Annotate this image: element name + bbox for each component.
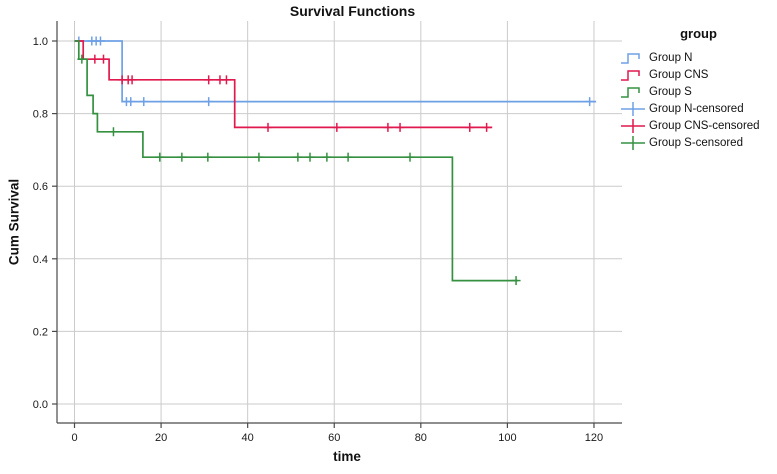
x-tick-label: 20 (155, 432, 167, 444)
legend-item-label: Group CNS (649, 68, 709, 81)
legend-item-label: Group S-censored (649, 136, 743, 149)
y-tick-label: 0.0 (33, 399, 48, 411)
survival-curve-group-s (74, 40, 518, 282)
legend-item-label: Group S (649, 85, 692, 98)
y-tick-label: 0.4 (33, 254, 48, 266)
x-tick-label: 80 (415, 432, 427, 444)
survival-curve-group-cns (74, 40, 493, 129)
legend-item: Group N-censored (620, 100, 777, 117)
x-tick-label: 0 (71, 432, 77, 444)
legend-item-label: Group N-censored (649, 102, 744, 115)
legend-item-label: Group N (649, 51, 693, 64)
legend-items: Group N Group CNS Group S Group N-censored G… (620, 49, 777, 151)
y-tick-label: 1.0 (33, 36, 48, 48)
legend-item: Group N (620, 49, 777, 66)
x-tick-label: 120 (585, 432, 603, 444)
legend-censor-swatch (621, 135, 645, 150)
x-tick-label: 40 (242, 432, 254, 444)
legend-title: group (680, 26, 717, 41)
legend-item: Group S-censored (620, 134, 777, 151)
y-tick-label: 0.6 (33, 181, 48, 193)
legend-line-swatch (621, 86, 640, 98)
legend-item: Group CNS (620, 66, 777, 83)
y-axis-label: Cum Survival (6, 178, 22, 266)
x-axis-label: time (333, 449, 361, 464)
x-tick-label: 60 (328, 432, 340, 444)
legend-censor-swatch (621, 101, 645, 116)
legend-item: Group S (620, 83, 777, 100)
y-tick-label: 0.2 (33, 326, 48, 338)
chart-title: Survival Functions (289, 3, 416, 19)
legend: group Group N Group CNS Group S Group N-cen… (620, 26, 777, 151)
y-tick-label: 0.8 (33, 109, 48, 121)
legend-line-swatch (621, 52, 640, 64)
legend-item: Group CNS-censored (620, 117, 777, 134)
legend-line-swatch (621, 69, 640, 81)
survival-curve-group-n (74, 40, 597, 103)
legend-item-label: Group CNS-censored (649, 119, 760, 132)
x-tick-label: 100 (498, 432, 516, 444)
legend-censor-swatch (621, 118, 645, 133)
